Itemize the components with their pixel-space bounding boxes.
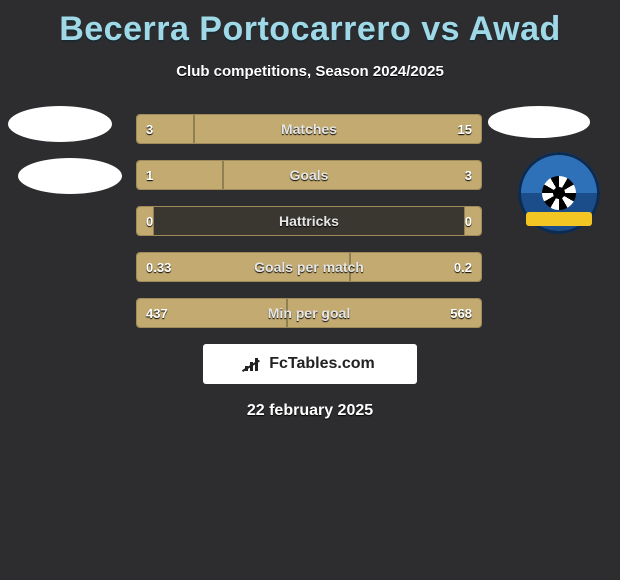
player-left-avatar-1 — [8, 106, 112, 142]
stat-row: 3Matches15 — [136, 114, 482, 144]
page-title: Becerra Portocarrero vs Awad — [0, 0, 620, 49]
stat-label: Min per goal — [136, 298, 482, 328]
date-label: 22 february 2025 — [0, 402, 620, 420]
stat-rows: 3Matches151Goals30Hattricks00.33Goals pe… — [136, 114, 482, 328]
club-badge-icon — [518, 152, 600, 234]
chart-icon — [245, 357, 263, 371]
player-right-avatar — [488, 106, 590, 138]
stat-value-right: 568 — [450, 298, 472, 328]
stat-label: Goals per match — [136, 252, 482, 282]
stat-row: 0.33Goals per match0.2 — [136, 252, 482, 282]
brand-footer: FcTables.com — [203, 344, 417, 384]
stat-value-right: 3 — [465, 160, 472, 190]
stat-row: 0Hattricks0 — [136, 206, 482, 236]
stat-row: 1Goals3 — [136, 160, 482, 190]
stat-value-right: 0 — [465, 206, 472, 236]
brand-label: FcTables.com — [269, 355, 375, 373]
stat-label: Goals — [136, 160, 482, 190]
stat-row: 437Min per goal568 — [136, 298, 482, 328]
player-left-avatar-2 — [18, 158, 122, 194]
page-subtitle: Club competitions, Season 2024/2025 — [0, 63, 620, 80]
comparison-stage: 3Matches151Goals30Hattricks00.33Goals pe… — [0, 114, 620, 334]
stat-label: Hattricks — [136, 206, 482, 236]
stat-label: Matches — [136, 114, 482, 144]
stat-value-right: 15 — [458, 114, 472, 144]
stat-value-right: 0.2 — [454, 252, 472, 282]
